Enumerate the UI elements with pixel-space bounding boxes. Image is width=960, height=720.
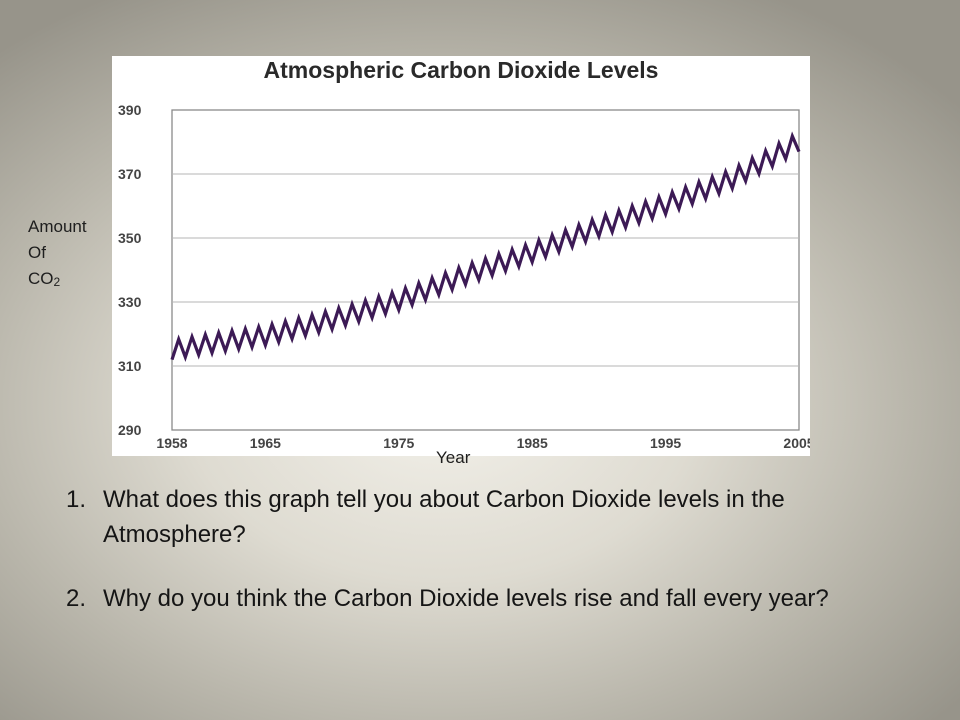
question-2: 2. Why do you think the Carbon Dioxide l…: [66, 581, 926, 616]
question-1-number: 1.: [66, 486, 87, 513]
x-tick-label-1965: 1965: [250, 435, 281, 451]
question-2-number: 2.: [66, 585, 87, 612]
series-layer: [170, 131, 801, 363]
y-label-line-1: Amount: [28, 217, 87, 236]
axis-layer: 290 310 330 350 370 390 1958 1965 1975 1985 1995 20…: [118, 102, 810, 451]
plot-frame: [171, 109, 800, 431]
y-tick-label-390: 390: [118, 102, 142, 118]
x-tick-label-1975: 1975: [383, 435, 414, 451]
x-tick-label-1995: 1995: [650, 435, 681, 451]
y-tick-label-310: 310: [118, 358, 142, 374]
x-tick-label-1958: 1958: [156, 435, 187, 451]
question-2-text: Why do you think the Carbon Dioxide leve…: [103, 585, 829, 612]
co2-series-line-0: [170, 131, 801, 363]
question-1-text: What does this graph tell you about Carb…: [103, 486, 785, 548]
y-label-subscript: 2: [53, 275, 61, 289]
y-tick-label-330: 330: [118, 294, 142, 310]
x-tick-label-2005: 2005: [783, 435, 810, 451]
y-label-co: CO: [28, 269, 54, 288]
question-1: 1. What does this graph tell you about C…: [66, 482, 926, 552]
question-list: 1. What does this graph tell you about C…: [66, 482, 926, 645]
chart-title: Atmospheric Carbon Dioxide Levels: [264, 57, 659, 83]
x-axis-label: Year: [436, 448, 471, 467]
y-label-line-3: CO2: [28, 266, 118, 295]
y-tick-label-290: 290: [118, 422, 142, 438]
grid-layer: [171, 109, 800, 431]
x-tick-label-1985: 1985: [517, 435, 548, 451]
co2-chart: Atmospheric Carbon Dioxide Levels 290 310…: [112, 56, 810, 456]
y-label-line-2: Of: [28, 243, 46, 262]
chart-svg: Atmospheric Carbon Dioxide Levels 290 310…: [118, 57, 810, 451]
y-axis-label: Amount Of CO2: [28, 214, 118, 295]
y-tick-label-350: 350: [118, 230, 142, 246]
y-tick-label-370: 370: [118, 166, 142, 182]
